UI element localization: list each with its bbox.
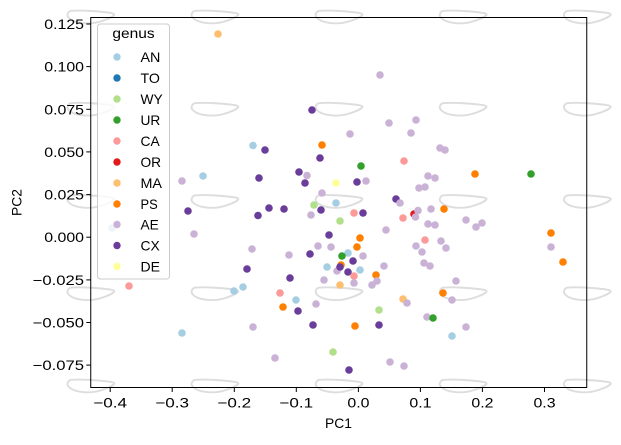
svg-text:OR: OR <box>141 154 162 170</box>
svg-text:0.075: 0.075 <box>44 101 84 117</box>
svg-text:0.000: 0.000 <box>44 229 84 245</box>
svg-text:genus: genus <box>112 25 154 41</box>
svg-text:−0.050: −0.050 <box>33 315 85 331</box>
svg-text:AE: AE <box>141 217 159 233</box>
svg-text:0.050: 0.050 <box>44 144 84 160</box>
svg-text:MA: MA <box>141 175 163 191</box>
svg-text:0.125: 0.125 <box>44 16 84 32</box>
svg-text:−0.1: −0.1 <box>279 395 313 411</box>
svg-text:−0.4: −0.4 <box>93 395 127 411</box>
svg-text:PC2: PC2 <box>9 189 25 216</box>
svg-text:CX: CX <box>141 238 160 254</box>
svg-text:CA: CA <box>141 133 161 149</box>
svg-text:PS: PS <box>141 196 158 212</box>
svg-text:UR: UR <box>141 112 161 128</box>
svg-text:DE: DE <box>141 259 160 275</box>
svg-text:PC1: PC1 <box>325 415 352 431</box>
svg-text:0.0: 0.0 <box>347 395 369 411</box>
svg-text:−0.3: −0.3 <box>155 395 189 411</box>
svg-text:−0.075: −0.075 <box>33 357 85 373</box>
svg-text:AN: AN <box>141 49 161 65</box>
svg-text:0.1: 0.1 <box>409 395 431 411</box>
svg-text:0.025: 0.025 <box>44 187 84 203</box>
svg-text:−0.025: −0.025 <box>33 272 85 288</box>
svg-text:0.2: 0.2 <box>471 395 493 411</box>
svg-text:TO: TO <box>141 70 161 86</box>
svg-text:−0.2: −0.2 <box>217 395 251 411</box>
svg-text:0.100: 0.100 <box>44 59 84 75</box>
svg-text:0.3: 0.3 <box>533 395 555 411</box>
svg-text:WY: WY <box>141 91 163 107</box>
